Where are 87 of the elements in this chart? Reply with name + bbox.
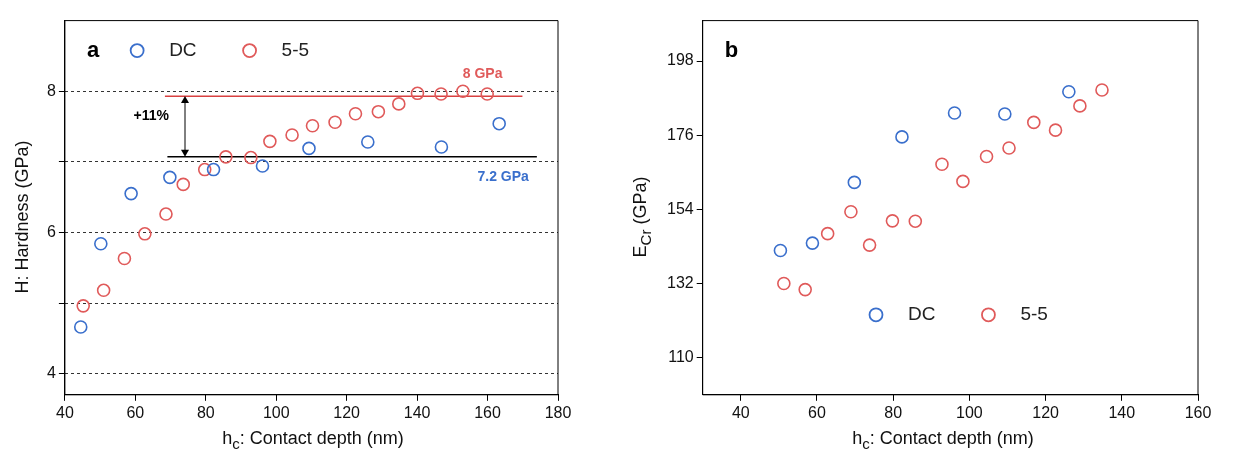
y-tick-label: 198 <box>666 51 694 69</box>
point <box>480 87 495 101</box>
point <box>263 134 277 149</box>
point <box>979 149 994 164</box>
x-tick-label: 60 <box>126 403 145 421</box>
y-tick-label: 132 <box>666 273 694 291</box>
legend-label: 5-5 <box>1020 303 1048 325</box>
point <box>138 227 152 241</box>
point <box>255 159 270 173</box>
point <box>371 104 386 119</box>
legend-label: 5-5 <box>281 38 310 60</box>
point <box>908 214 923 228</box>
point <box>159 207 173 221</box>
point <box>935 157 949 172</box>
point <box>844 204 858 219</box>
x-tick-label: 120 <box>1032 403 1060 421</box>
point <box>94 236 108 251</box>
x-tick-label: 140 <box>403 403 431 421</box>
x-tick-label: 160 <box>474 403 501 421</box>
annotation: 7.2 GPa <box>477 167 530 184</box>
point <box>197 162 212 177</box>
point <box>1073 99 1087 113</box>
x-tick-label: 60 <box>808 403 826 421</box>
point <box>163 170 177 185</box>
point <box>434 140 449 154</box>
x-tick-label: 100 <box>956 403 983 421</box>
x-tick-label: 40 <box>731 403 750 421</box>
point <box>117 251 132 266</box>
point <box>773 243 788 258</box>
point <box>947 106 962 120</box>
point <box>847 175 862 190</box>
point <box>124 186 138 201</box>
point <box>76 299 91 313</box>
legend-label: DC <box>169 38 197 60</box>
x-tick-label: 80 <box>884 403 903 421</box>
annotation: 8 GPa <box>462 65 503 82</box>
point <box>348 107 363 121</box>
point <box>244 150 258 165</box>
point <box>777 276 791 291</box>
x-tick-label: 140 <box>1108 403 1136 421</box>
legend-label: DC <box>908 303 936 325</box>
point <box>998 107 1012 121</box>
y-tick-label: 176 <box>666 125 694 143</box>
point <box>1062 84 1076 99</box>
point <box>1026 115 1041 130</box>
point <box>1048 123 1063 137</box>
x-tick-label: 120 <box>333 403 361 421</box>
point <box>862 238 877 252</box>
x-tick-label: 40 <box>56 403 74 421</box>
point <box>456 84 470 98</box>
y-tick-label: 154 <box>666 199 694 217</box>
point <box>805 236 820 250</box>
point <box>361 135 375 149</box>
point <box>392 97 406 111</box>
y-tick-label: 6 <box>46 222 56 240</box>
point <box>895 130 909 144</box>
point <box>73 320 88 334</box>
y-tick-label: 8 <box>46 81 56 99</box>
point <box>410 86 425 101</box>
point <box>285 128 299 142</box>
x-tick-label: 80 <box>196 403 215 421</box>
point <box>219 150 233 164</box>
x-tick-label: 180 <box>544 403 572 421</box>
point <box>328 115 342 130</box>
point <box>434 87 448 101</box>
x-tick-label: 160 <box>1184 403 1212 421</box>
point <box>956 174 970 189</box>
point <box>820 226 835 241</box>
point <box>1095 83 1109 97</box>
y-tick-label: 4 <box>46 364 56 382</box>
y-tick-label: 110 <box>668 348 694 366</box>
point <box>798 282 812 297</box>
point <box>96 283 111 298</box>
point <box>176 177 191 192</box>
point <box>302 141 316 156</box>
point <box>1002 141 1016 155</box>
annotation: +11% <box>133 107 170 124</box>
point <box>305 119 320 133</box>
x-axis-title: h$_{c}$: Contact depth (nm) <box>851 428 1035 452</box>
x-axis-title: h$_{c}$: Contact depth (nm) <box>221 428 405 452</box>
point <box>206 162 221 177</box>
annotation: a <box>86 36 100 62</box>
x-tick-label: 100 <box>262 403 290 421</box>
point <box>885 214 900 228</box>
y-axis-title: H: Hardness (GPa) <box>11 140 33 294</box>
annotation: b <box>724 36 739 62</box>
point <box>492 116 506 131</box>
